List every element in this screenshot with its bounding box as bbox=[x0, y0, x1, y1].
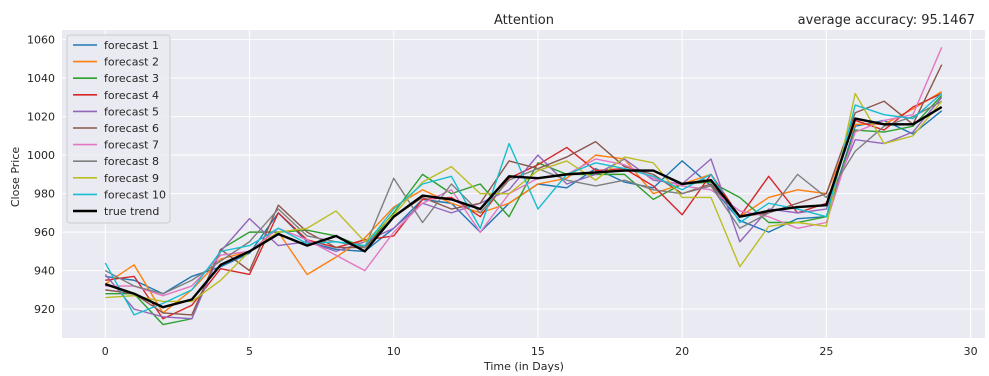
legend-entry: forecast 9 bbox=[73, 172, 159, 185]
y-tick-label: 940 bbox=[34, 265, 55, 278]
legend-entry: forecast 3 bbox=[73, 72, 159, 85]
legend-label: forecast 3 bbox=[104, 72, 159, 85]
plot-background bbox=[62, 30, 985, 338]
legend-label: forecast 5 bbox=[104, 105, 159, 118]
grid bbox=[62, 30, 985, 338]
y-axis-label: Close Price bbox=[9, 147, 22, 208]
x-tick-label: 20 bbox=[675, 345, 689, 358]
tick-labels: 0 5 10 15 20 25 30 920 940 960 980 1000 1020 1040 1060 bbox=[27, 34, 978, 358]
legend-label: forecast 4 bbox=[104, 89, 159, 102]
legend-entry: forecast 4 bbox=[73, 89, 159, 102]
y-tick-label: 1020 bbox=[27, 111, 55, 124]
x-tick-label: 15 bbox=[531, 345, 545, 358]
legend-entry: forecast 5 bbox=[73, 105, 159, 118]
x-tick-label: 30 bbox=[964, 345, 978, 358]
series-line-forecast-5 bbox=[104, 96, 943, 320]
x-tick-label: 0 bbox=[102, 345, 109, 358]
legend-entry: forecast 8 bbox=[73, 155, 159, 168]
y-tick-label: 1060 bbox=[27, 34, 55, 47]
legend-entry: forecast 6 bbox=[73, 122, 159, 135]
x-tick-label: 10 bbox=[387, 345, 401, 358]
y-tick-label: 1000 bbox=[27, 149, 55, 162]
series-line-forecast-3 bbox=[105, 94, 943, 326]
legend-entry: true trend bbox=[73, 205, 159, 218]
x-tick-label: 5 bbox=[246, 345, 253, 358]
y-tick-label: 920 bbox=[34, 303, 55, 316]
series-line-true-trend bbox=[104, 105, 943, 309]
legend-label: forecast 6 bbox=[104, 122, 159, 135]
x-tick-label: 25 bbox=[819, 345, 833, 358]
series-lines bbox=[104, 47, 943, 326]
legend-label: forecast 1 bbox=[104, 39, 159, 52]
chart-subtitle: average accuracy: 95.1467 bbox=[798, 13, 975, 28]
legend-label: forecast 10 bbox=[104, 188, 166, 201]
legend: forecast 1 forecast 2 forecast 3 forecast 4… bbox=[66, 34, 171, 224]
series-line-forecast-7 bbox=[105, 47, 943, 297]
legend-entry: forecast 7 bbox=[73, 139, 159, 152]
legend-label: forecast 9 bbox=[104, 172, 159, 185]
legend-entry: forecast 2 bbox=[73, 56, 159, 69]
series-line-forecast-6 bbox=[105, 64, 943, 316]
y-tick-label: 1040 bbox=[27, 72, 55, 85]
series-line-forecast-8 bbox=[104, 100, 943, 295]
legend-entry: forecast 10 bbox=[73, 188, 166, 201]
legend-entry: forecast 1 bbox=[73, 39, 159, 52]
y-tick-label: 960 bbox=[34, 226, 55, 239]
series-line-forecast-9 bbox=[105, 92, 943, 303]
y-tick-label: 980 bbox=[34, 188, 55, 201]
legend-box bbox=[66, 34, 171, 224]
legend-label: forecast 7 bbox=[104, 139, 159, 152]
legend-label: true trend bbox=[104, 205, 159, 218]
legend-label: forecast 2 bbox=[104, 56, 159, 69]
x-axis-label: Time (in Days) bbox=[483, 360, 564, 373]
chart-title: Attention bbox=[494, 13, 554, 28]
legend-label: forecast 8 bbox=[104, 155, 159, 168]
